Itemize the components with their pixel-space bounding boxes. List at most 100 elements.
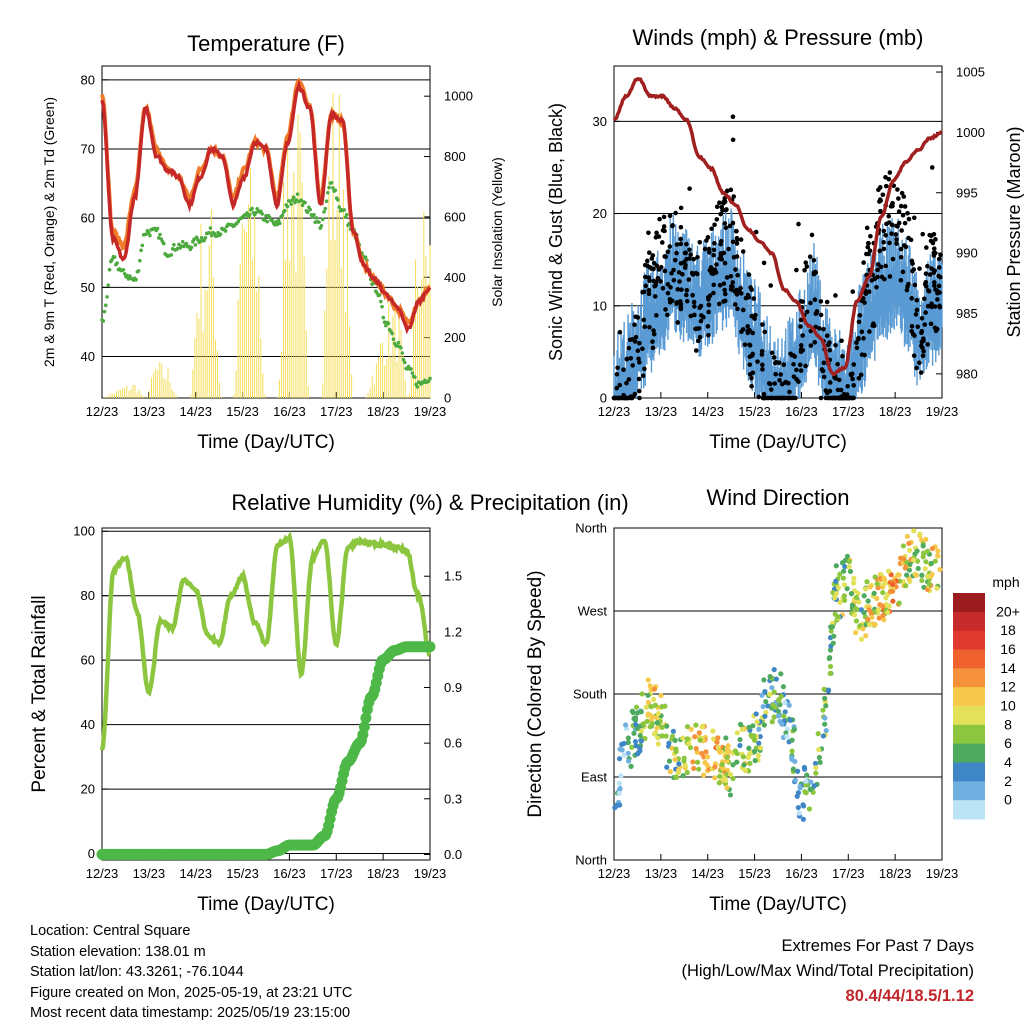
gust-point — [628, 355, 634, 361]
gust-point — [915, 324, 921, 330]
gust-point — [697, 334, 703, 340]
direction-point — [842, 597, 848, 603]
direction-point — [619, 741, 625, 747]
gust-point — [889, 231, 894, 236]
dewpoint-point — [264, 213, 268, 218]
direction-point — [789, 748, 795, 754]
direction-point — [906, 540, 912, 547]
gust-point — [896, 196, 901, 201]
direction-point — [712, 764, 718, 770]
y2-tick-label: 600 — [444, 209, 466, 224]
dewpoint-point — [363, 255, 368, 260]
gust-point — [798, 324, 803, 329]
gust-point — [811, 257, 817, 263]
direction-point — [644, 718, 650, 724]
direction-point — [704, 762, 710, 768]
gust-point — [925, 263, 930, 269]
direction-point — [853, 594, 860, 600]
direction-point — [710, 728, 716, 734]
gust-point — [909, 328, 914, 334]
gust-point — [640, 346, 645, 352]
direction-point — [643, 704, 649, 710]
gust-point — [812, 340, 818, 345]
gust-point — [920, 231, 926, 237]
direction-point — [754, 719, 760, 725]
gust-point — [910, 261, 915, 266]
direction-point — [822, 695, 828, 701]
direction-point — [796, 810, 802, 816]
gust-point — [749, 287, 754, 293]
gust-point — [645, 263, 650, 269]
x-tick-label: 14/23 — [691, 404, 724, 419]
colorbar-swatch — [953, 593, 985, 613]
gust-point — [854, 345, 860, 351]
gust-point — [699, 313, 704, 318]
direction-point — [734, 750, 740, 757]
direction-point — [659, 733, 665, 739]
gust-point — [615, 365, 620, 371]
pressure-y-label: Station Pressure (Maroon) — [1004, 126, 1024, 337]
gust-point — [646, 230, 651, 236]
direction-point — [816, 747, 822, 753]
dewpoint-point — [291, 195, 296, 200]
x-tick-label: 14/23 — [691, 866, 724, 881]
x-tick-label: 13/23 — [645, 866, 678, 881]
dewpoint-point — [247, 213, 252, 217]
gust-point — [793, 395, 798, 401]
direction-point — [737, 742, 743, 749]
direction-point — [823, 727, 829, 734]
gust-point — [636, 388, 642, 394]
x-tick-label: 15/23 — [226, 866, 259, 881]
gust-point — [792, 354, 798, 359]
gust-point — [917, 266, 922, 271]
gust-point — [661, 214, 667, 220]
direction-point — [803, 778, 809, 784]
gust-point — [928, 321, 934, 327]
direction-point — [740, 754, 746, 760]
x-tick-label: 16/23 — [785, 404, 818, 419]
direction-point — [745, 754, 751, 760]
direction-point — [864, 579, 870, 585]
direction-point — [833, 563, 839, 569]
direction-point — [882, 580, 888, 587]
gust-point — [772, 381, 778, 386]
gust-point — [900, 269, 906, 275]
gust-point — [851, 383, 857, 388]
direction-point — [866, 607, 872, 613]
gust-point — [922, 322, 928, 327]
direction-point — [688, 726, 694, 732]
gust-point — [917, 360, 922, 365]
dewpoint-point — [192, 237, 196, 242]
direction-point — [662, 703, 668, 709]
humidity-y-label: Percent & Total Rainfall — [29, 595, 50, 792]
gust-point — [898, 203, 904, 209]
gust-point — [690, 292, 695, 298]
y-tick-label: 20 — [81, 782, 95, 797]
gust-point — [768, 387, 774, 392]
gust-point — [693, 348, 699, 353]
direction-point — [755, 752, 761, 759]
direction-point — [915, 565, 921, 572]
y2-tick-label: 800 — [444, 149, 466, 164]
gust-point — [839, 338, 844, 344]
direction-point — [907, 561, 913, 567]
direction-point — [751, 748, 758, 754]
series-precip — [96, 641, 436, 860]
direction-point — [666, 758, 673, 764]
x-tick-label: 19/23 — [414, 404, 447, 419]
direction-point — [811, 783, 817, 789]
y2-tick-label: 0.3 — [444, 791, 462, 806]
dewpoint-point — [102, 309, 107, 314]
gust-point — [914, 307, 920, 313]
direction-point — [903, 583, 909, 589]
gust-point — [697, 239, 703, 245]
gust-point — [798, 299, 804, 304]
dewpoint-point — [319, 223, 324, 228]
direction-point — [730, 762, 736, 768]
gust-point — [755, 359, 760, 364]
direction-point — [724, 758, 730, 764]
colorbar-swatch — [953, 781, 985, 801]
gust-point — [931, 246, 937, 251]
direction-point — [761, 677, 767, 683]
gust-point — [798, 343, 804, 348]
